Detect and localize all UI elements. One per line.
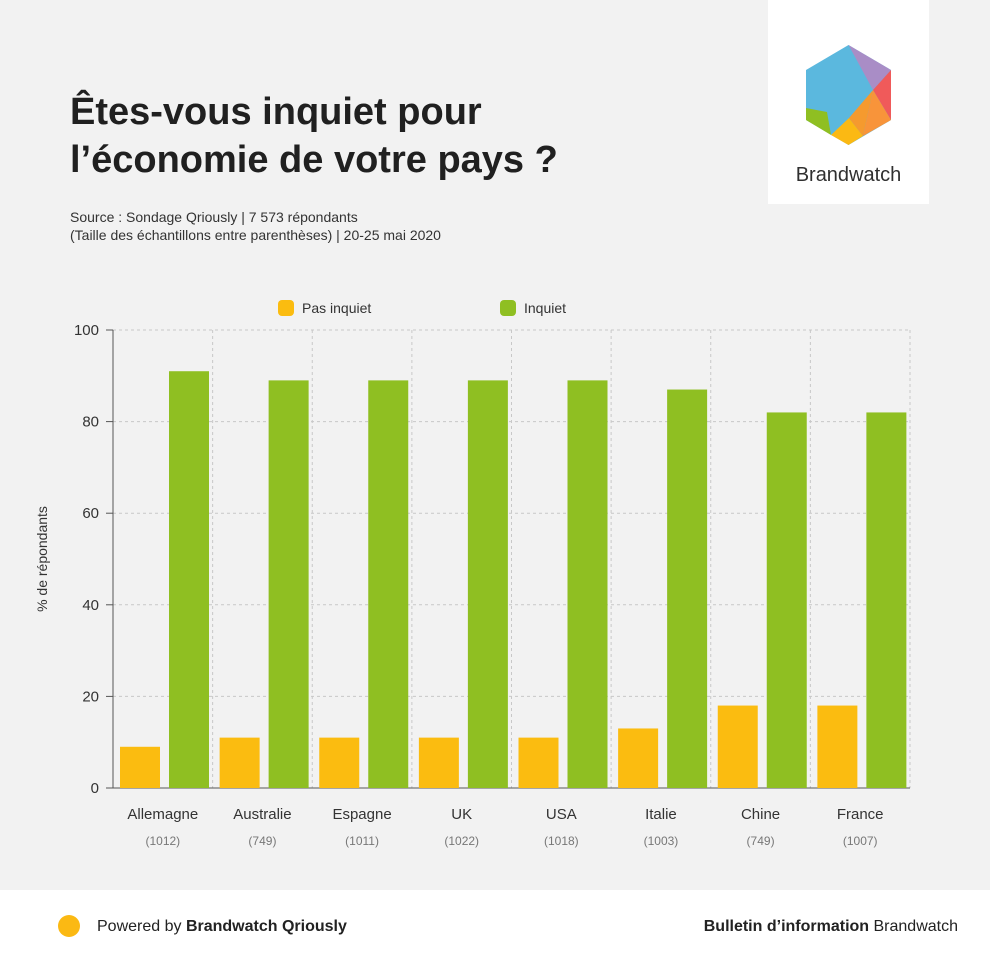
bar-chart: 0 20 40 60 80 100 % de répondants Allemagne (101…	[34, 300, 911, 848]
bar-pas-inquiet	[120, 746, 160, 788]
sample-size-label: (1022)	[444, 834, 479, 848]
y-tick-label: 80	[82, 414, 99, 431]
bar-inquiet	[766, 412, 807, 788]
subtitle-sample-note: (Taille des échantillons entre parenthès…	[70, 227, 441, 243]
bar-pas-inquiet	[418, 737, 459, 788]
footer-dot-icon	[58, 915, 80, 937]
brandwatch-logo: Brandwatch	[768, 0, 929, 204]
x-tick-label: Australie	[233, 806, 291, 823]
subtitle-source: Source : Sondage Qriously | 7 573 répond…	[70, 209, 358, 225]
bar-inquiet	[667, 389, 708, 788]
y-tick-label: 60	[82, 505, 99, 522]
bar-pas-inquiet	[717, 705, 758, 788]
sample-size-label: (749)	[747, 834, 775, 848]
legend-swatch	[278, 300, 294, 316]
legend-swatch	[500, 300, 516, 316]
bar-pas-inquiet	[219, 737, 260, 788]
y-tick-label: 0	[91, 780, 99, 797]
bar-inquiet	[368, 380, 409, 788]
title-line-1: Êtes-vous inquiet pour	[70, 91, 482, 133]
sample-size-label: (1007)	[843, 834, 878, 848]
title-line-2: l’économie de votre pays ?	[70, 139, 558, 181]
bar-inquiet	[567, 380, 608, 788]
subtitle: Source : Sondage Qriously | 7 573 répond…	[70, 208, 441, 244]
legend-label: Inquiet	[524, 300, 566, 316]
footer-powered-brand: Brandwatch Qriously	[185, 918, 347, 935]
x-tick-label: Italie	[645, 806, 677, 823]
footer: Powered by Brandwatch Qriously Bulletin …	[0, 890, 990, 965]
sample-size-label: (1011)	[345, 834, 379, 848]
bar-inquiet	[467, 380, 508, 788]
bar-inquiet	[169, 371, 209, 788]
x-tick-label: Chine	[741, 806, 780, 823]
bar-pas-inquiet	[618, 728, 659, 788]
y-tick-label: 40	[82, 597, 99, 614]
y-axis-label: % de répondants	[34, 506, 50, 612]
y-tick-label: 20	[82, 688, 99, 705]
page-title: Êtes-vous inquiet pour l’économie de vot…	[70, 88, 558, 184]
x-tick-label: Allemagne	[127, 806, 198, 823]
sample-size-label: (1003)	[644, 834, 679, 848]
x-tick-label: USA	[546, 806, 577, 823]
y-tick-label: 100	[74, 322, 99, 339]
sample-size-label: (749)	[248, 834, 276, 848]
bar-pas-inquiet	[817, 705, 858, 788]
footer-powered-by: Powered by Brandwatch Qriously	[97, 918, 347, 936]
legend-label: Pas inquiet	[302, 300, 371, 316]
brandwatch-hexagon-icon	[806, 45, 891, 145]
sample-size-label: (1012)	[145, 834, 180, 848]
footer-newsletter-bold: Bulletin d’information	[703, 918, 870, 935]
sample-size-label: (1018)	[544, 834, 579, 848]
bar-inquiet	[866, 412, 907, 788]
footer-newsletter-brand: Brandwatch	[869, 918, 959, 935]
x-tick-label: France	[837, 806, 884, 823]
bar-inquiet	[268, 380, 309, 788]
brandwatch-logo-text: Brandwatch	[795, 164, 902, 186]
footer-newsletter: Bulletin d’information Brandwatch	[704, 918, 958, 936]
bar-pas-inquiet	[518, 737, 559, 788]
footer-powered-prefix: Powered by	[97, 918, 186, 935]
bar-pas-inquiet	[319, 737, 360, 788]
x-tick-label: UK	[451, 806, 472, 823]
x-tick-label: Espagne	[332, 806, 391, 823]
